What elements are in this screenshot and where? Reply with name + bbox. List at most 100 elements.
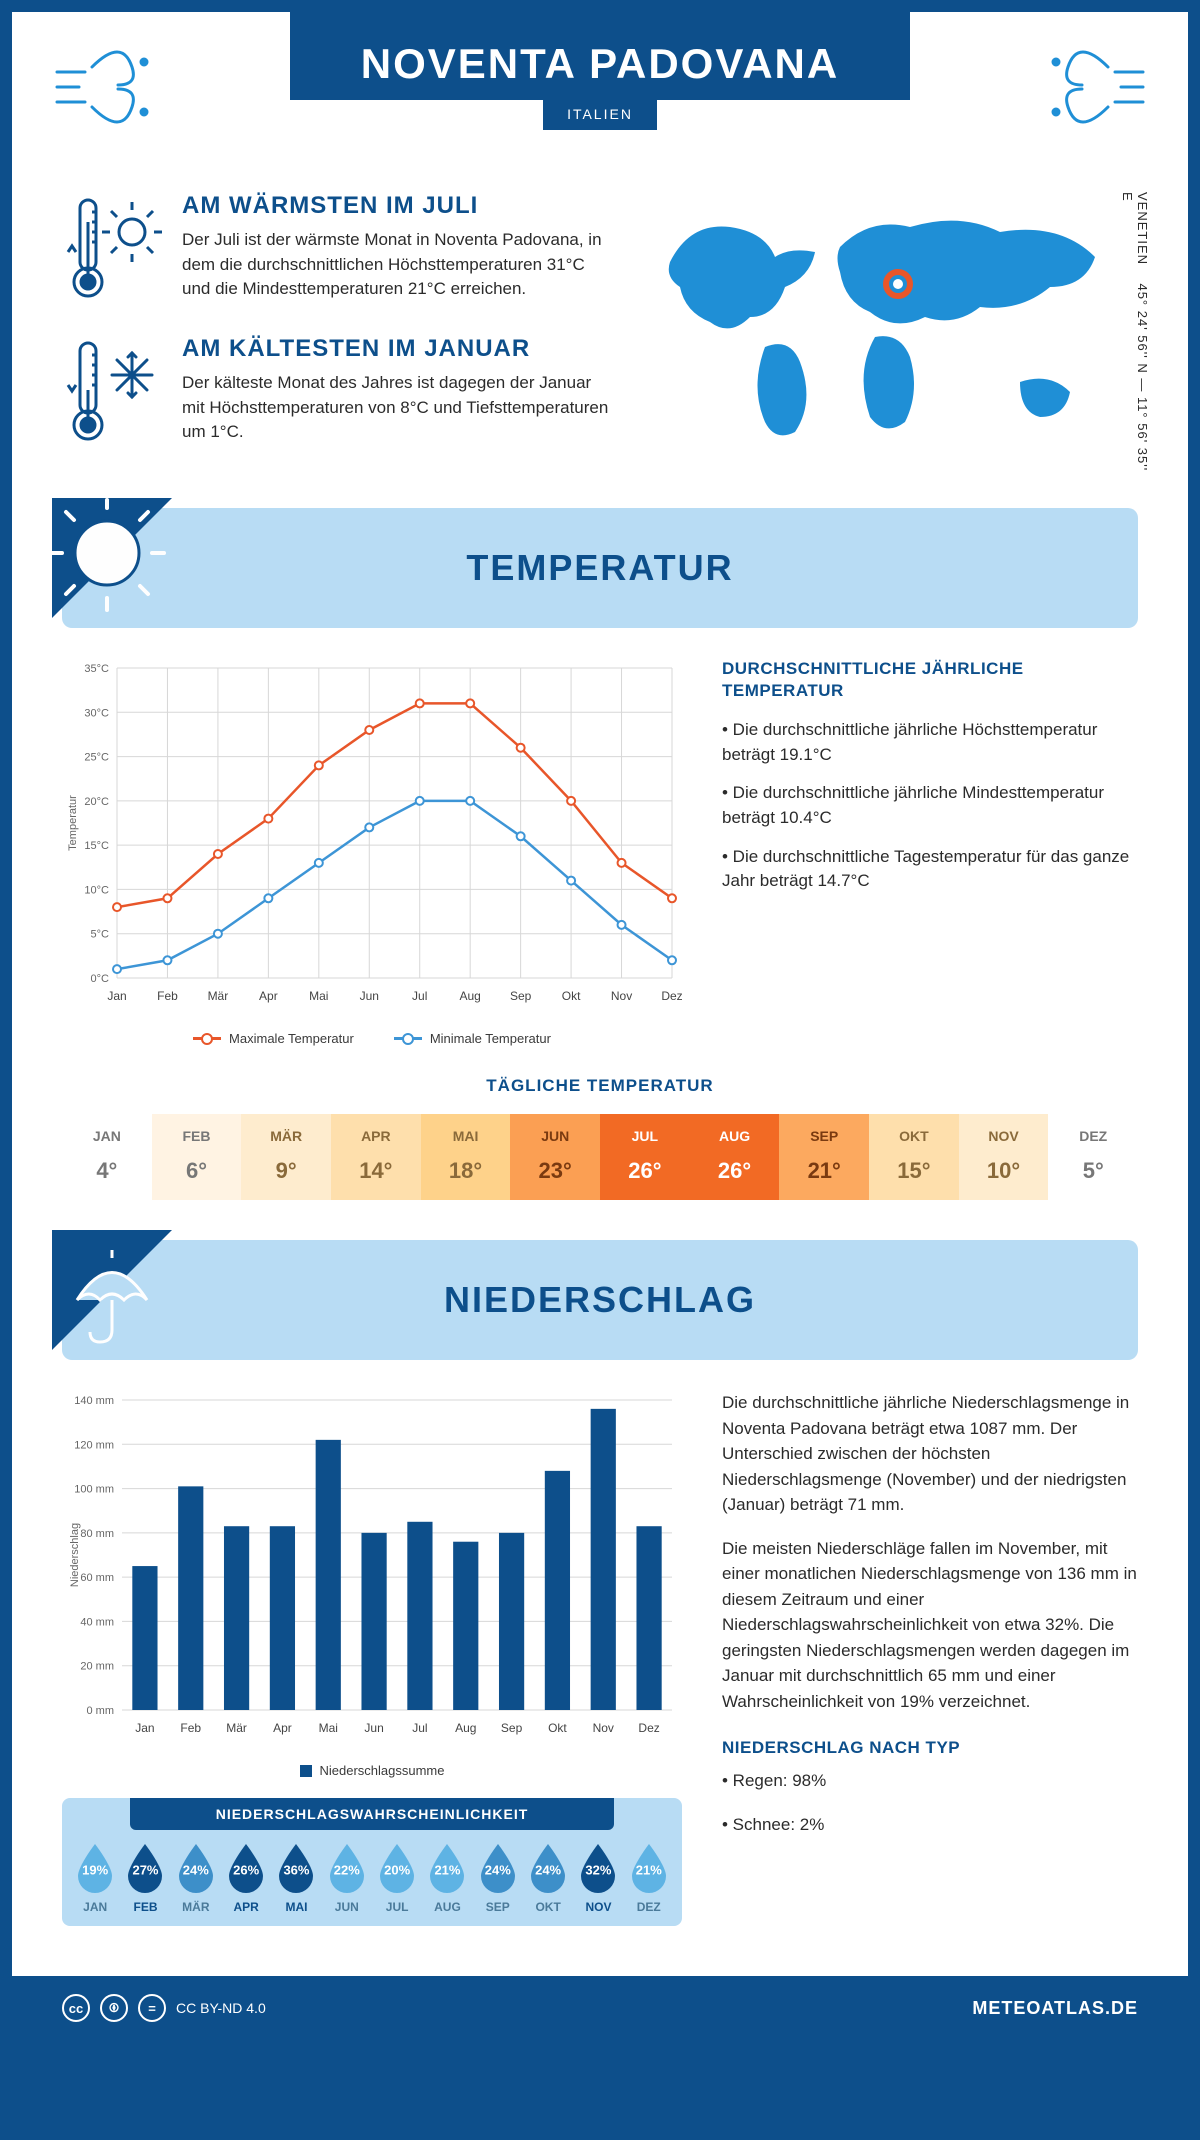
svg-text:Mär: Mär xyxy=(208,989,229,1003)
svg-text:Feb: Feb xyxy=(180,1721,201,1735)
fact-warmest: AM WÄRMSTEN IM JULI Der Juli ist der wär… xyxy=(62,192,610,307)
svg-text:Sep: Sep xyxy=(510,989,532,1003)
wind-icon xyxy=(1038,42,1148,137)
section-title: NIEDERSCHLAG xyxy=(444,1279,756,1321)
cc-icon: cc xyxy=(62,1994,90,2022)
svg-text:Mai: Mai xyxy=(319,1721,338,1735)
svg-text:Apr: Apr xyxy=(259,989,278,1003)
prob-cell: 24% SEP xyxy=(473,1842,523,1914)
thermometer-sun-icon xyxy=(62,192,162,307)
fact-text: Der kälteste Monat des Jahres ist dagege… xyxy=(182,371,610,445)
footer: cc 🅯 = CC BY-ND 4.0 METEOATLAS.DE xyxy=(12,1976,1188,2040)
svg-text:Okt: Okt xyxy=(562,989,581,1003)
daily-temp-cell: AUG26° xyxy=(690,1114,780,1200)
daily-temp-cell: FEB6° xyxy=(152,1114,242,1200)
svg-text:Dez: Dez xyxy=(661,989,682,1003)
daily-temp-cell: JAN4° xyxy=(62,1114,152,1200)
prob-cell: 24% OKT xyxy=(523,1842,573,1914)
svg-text:10°C: 10°C xyxy=(84,884,109,896)
location-title: NOVENTA PADOVANA xyxy=(310,40,890,88)
svg-text:Jul: Jul xyxy=(412,989,427,1003)
site-label: METEOATLAS.DE xyxy=(972,1998,1138,2019)
svg-text:60 mm: 60 mm xyxy=(80,1572,114,1584)
fact-heading: AM WÄRMSTEN IM JULI xyxy=(182,192,610,220)
precip-probability-box: NIEDERSCHLAGSWAHRSCHEINLICHKEIT 19% JAN … xyxy=(62,1798,682,1926)
svg-text:20°C: 20°C xyxy=(84,796,109,808)
prob-cell: 21% DEZ xyxy=(624,1842,674,1914)
intro-row: AM WÄRMSTEN IM JULI Der Juli ist der wär… xyxy=(12,182,1188,508)
precip-bar-chart: 0 mm20 mm40 mm60 mm80 mm100 mm120 mm140 … xyxy=(62,1390,682,1750)
svg-text:Feb: Feb xyxy=(157,989,178,1003)
precip-info: Die durchschnittliche jährliche Niedersc… xyxy=(722,1390,1138,1926)
svg-text:Jun: Jun xyxy=(364,1721,383,1735)
nd-icon: = xyxy=(138,1994,166,2022)
svg-text:5°C: 5°C xyxy=(91,929,110,941)
svg-text:0°C: 0°C xyxy=(91,973,110,985)
precip-banner: NIEDERSCHLAG xyxy=(62,1240,1138,1360)
country-label: ITALIEN xyxy=(543,98,657,130)
svg-text:Mär: Mär xyxy=(226,1721,247,1735)
infographic-page: NOVENTA PADOVANA ITALIEN xyxy=(12,12,1188,2040)
svg-text:Apr: Apr xyxy=(273,1721,292,1735)
temperature-banner: TEMPERATUR xyxy=(62,508,1138,628)
svg-text:100 mm: 100 mm xyxy=(74,1484,114,1496)
svg-text:Jul: Jul xyxy=(412,1721,427,1735)
svg-text:25°C: 25°C xyxy=(84,752,109,764)
prob-cell: 21% AUG xyxy=(422,1842,472,1914)
svg-text:15°C: 15°C xyxy=(84,840,109,852)
header: NOVENTA PADOVANA ITALIEN xyxy=(12,12,1188,182)
svg-text:Jan: Jan xyxy=(107,989,126,1003)
svg-text:Nov: Nov xyxy=(593,1721,614,1735)
world-map: VENETIEN 45° 24' 56'' N — 11° 56' 35'' E xyxy=(640,192,1138,478)
sun-icon xyxy=(52,498,192,643)
daily-temp-cell: DEZ5° xyxy=(1048,1114,1138,1200)
svg-text:120 mm: 120 mm xyxy=(74,1439,114,1451)
svg-text:Mai: Mai xyxy=(309,989,328,1003)
temperature-line-chart: 0°C5°C10°C15°C20°C25°C30°C35°CJanFebMärA… xyxy=(62,658,682,1046)
daily-temp-cell: MAI18° xyxy=(421,1114,511,1200)
svg-text:Okt: Okt xyxy=(548,1721,567,1735)
daily-temp-cell: APR14° xyxy=(331,1114,421,1200)
daily-temp-strip: JAN4°FEB6°MÄR9°APR14°MAI18°JUN23°JUL26°A… xyxy=(62,1114,1138,1200)
daily-temp-cell: OKT15° xyxy=(869,1114,959,1200)
svg-text:Nov: Nov xyxy=(611,989,632,1003)
prob-cell: 27% FEB xyxy=(120,1842,170,1914)
svg-text:20 mm: 20 mm xyxy=(80,1661,114,1673)
coordinates: VENETIEN 45° 24' 56'' N — 11° 56' 35'' E xyxy=(1120,192,1150,478)
svg-text:Aug: Aug xyxy=(455,1721,476,1735)
prob-cell: 32% NOV xyxy=(573,1842,623,1914)
fact-text: Der Juli ist der wärmste Monat in Novent… xyxy=(182,228,610,302)
temperature-info: DURCHSCHNITTLICHE JÄHRLICHE TEMPERATUR •… xyxy=(722,658,1138,1046)
title-banner: NOVENTA PADOVANA xyxy=(290,12,910,100)
chart-legend: Maximale Temperatur Minimale Temperatur xyxy=(62,1031,682,1046)
svg-text:0 mm: 0 mm xyxy=(87,1705,115,1717)
prob-cell: 19% JAN xyxy=(70,1842,120,1914)
svg-text:Jun: Jun xyxy=(360,989,379,1003)
daily-temp-cell: NOV10° xyxy=(959,1114,1049,1200)
svg-text:Sep: Sep xyxy=(501,1721,523,1735)
svg-text:Aug: Aug xyxy=(460,989,481,1003)
svg-text:Dez: Dez xyxy=(638,1721,659,1735)
prob-cell: 36% MAI xyxy=(271,1842,321,1914)
wind-icon xyxy=(52,42,162,137)
section-title: TEMPERATUR xyxy=(466,547,733,589)
svg-text:80 mm: 80 mm xyxy=(80,1528,114,1540)
svg-text:Temperatur: Temperatur xyxy=(67,795,79,851)
daily-temp-cell: MÄR9° xyxy=(241,1114,331,1200)
daily-temp-cell: JUN23° xyxy=(510,1114,600,1200)
svg-text:Jan: Jan xyxy=(135,1721,154,1735)
svg-text:35°C: 35°C xyxy=(84,663,109,675)
prob-cell: 22% JUN xyxy=(322,1842,372,1914)
license-label: CC BY-ND 4.0 xyxy=(176,2000,266,2016)
prob-cell: 20% JUL xyxy=(372,1842,422,1914)
daily-temp-title: TÄGLICHE TEMPERATUR xyxy=(12,1076,1188,1096)
by-icon: 🅯 xyxy=(100,1994,128,2022)
svg-text:Niederschlag: Niederschlag xyxy=(69,1523,81,1587)
fact-coldest: AM KÄLTESTEN IM JANUAR Der kälteste Mona… xyxy=(62,335,610,450)
svg-text:40 mm: 40 mm xyxy=(80,1616,114,1628)
prob-cell: 26% APR xyxy=(221,1842,271,1914)
thermometer-snow-icon xyxy=(62,335,162,450)
chart-legend: Niederschlagssumme xyxy=(62,1763,682,1778)
fact-heading: AM KÄLTESTEN IM JANUAR xyxy=(182,335,610,363)
daily-temp-cell: SEP21° xyxy=(779,1114,869,1200)
